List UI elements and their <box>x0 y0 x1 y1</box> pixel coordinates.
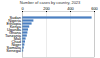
html-text:Number of cases by country, 20: Number of cases by country, 2023 <box>19 0 81 5</box>
svg-text:200: 200 <box>43 6 50 11</box>
svg-text:Senegal: Senegal <box>6 48 21 53</box>
svg-text:600: 600 <box>91 6 98 11</box>
svg-text:400: 400 <box>67 6 74 11</box>
svg-text:0: 0 <box>21 6 24 11</box>
